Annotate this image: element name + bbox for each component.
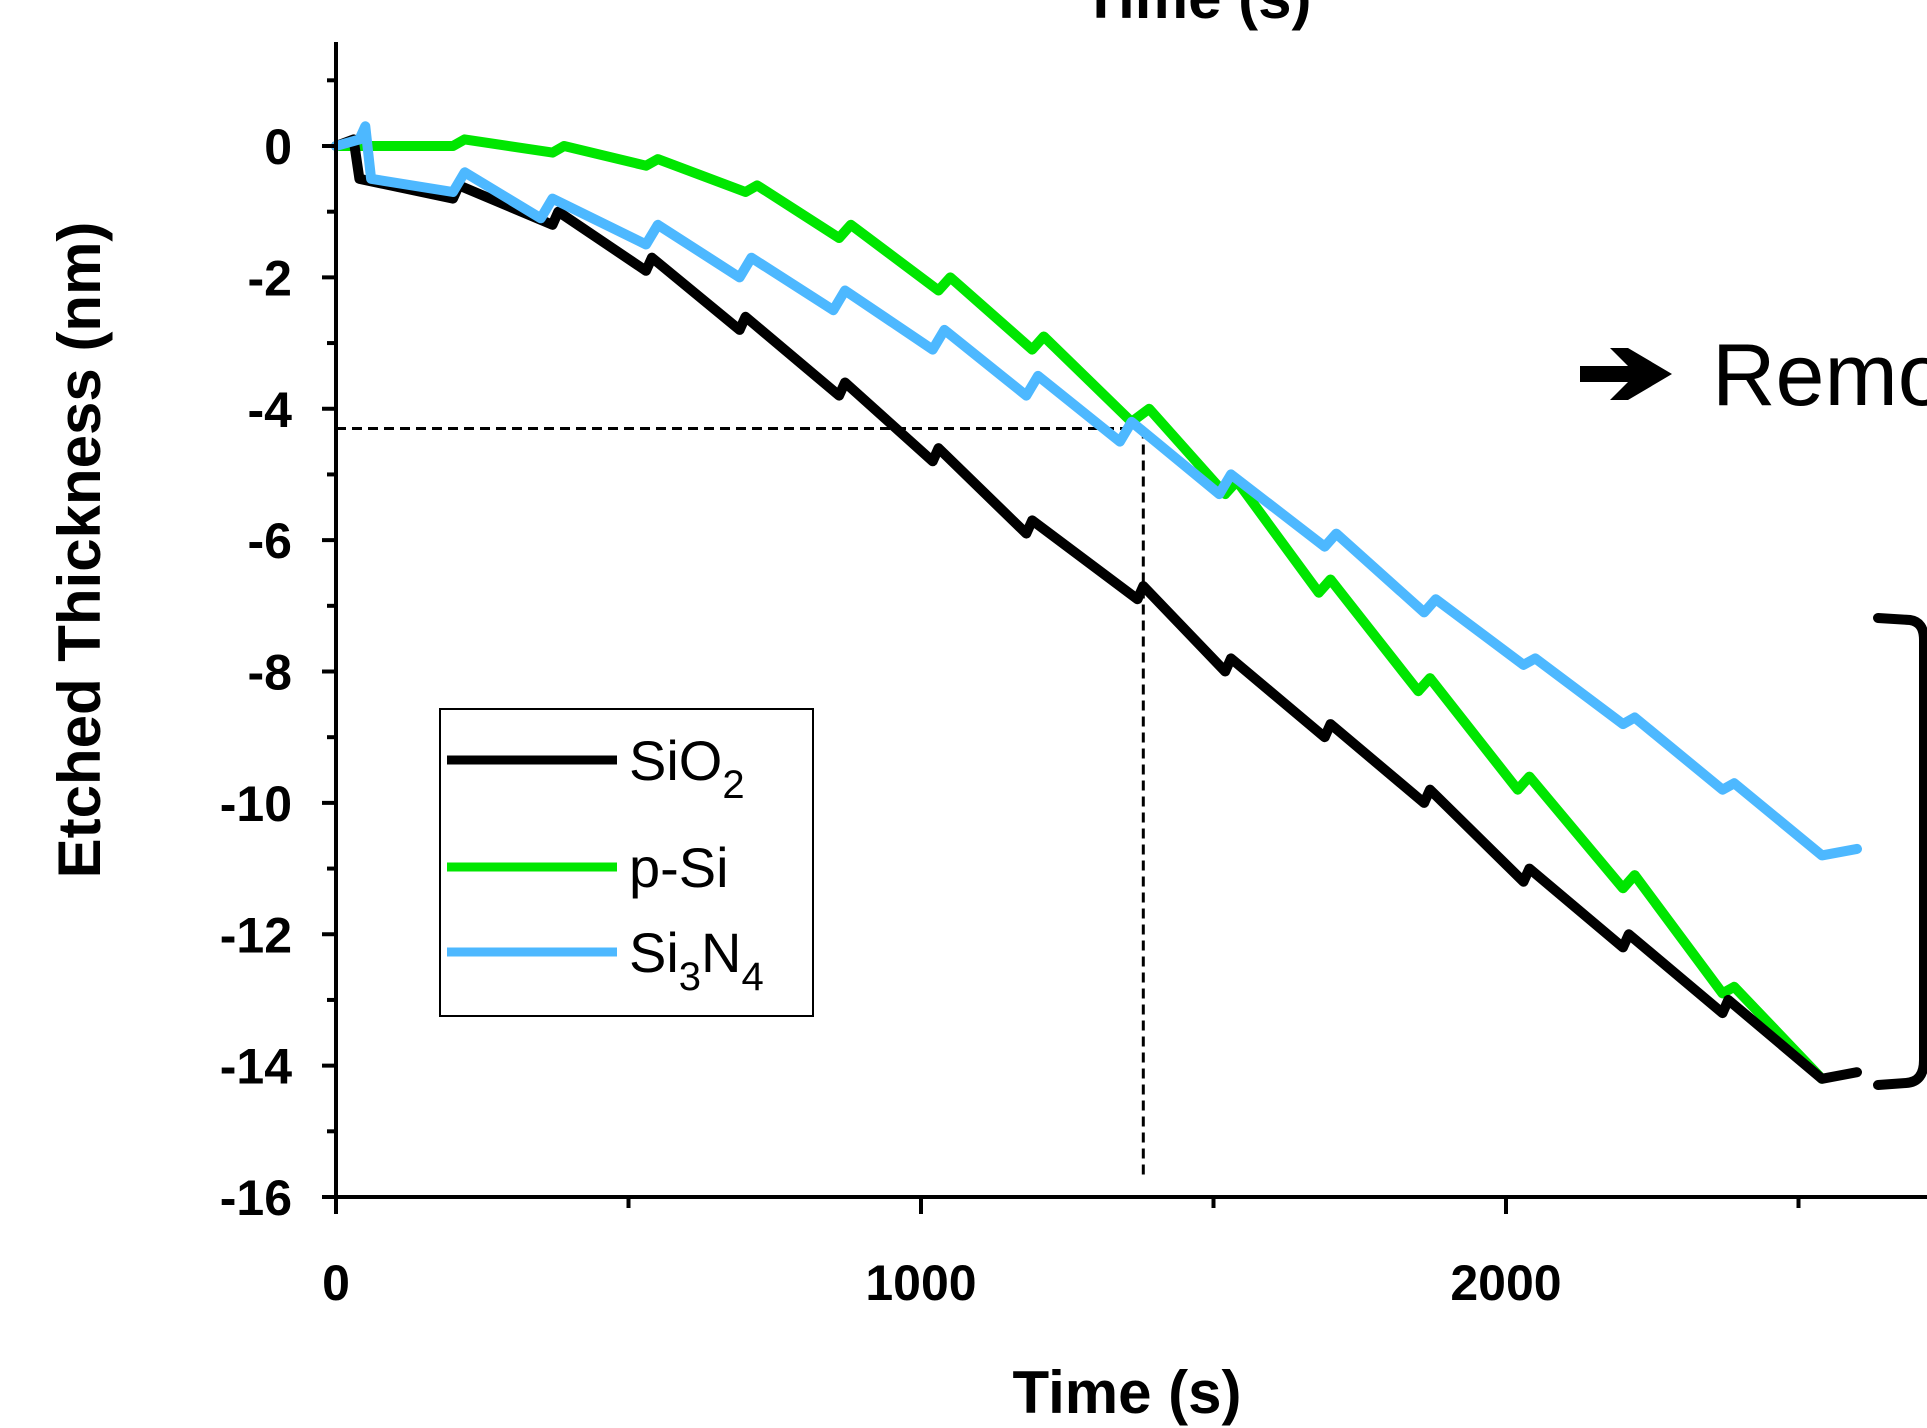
series-line-p-si bbox=[331, 134, 1827, 1084]
legend-label-psi: p-Si bbox=[629, 836, 729, 899]
x-ticks: 0 1000 2000 bbox=[322, 1197, 1801, 1311]
x-tick-label: 1000 bbox=[865, 1255, 976, 1311]
x-tick-label: 0 bbox=[322, 1255, 350, 1311]
y-tick-label: -6 bbox=[248, 513, 292, 569]
arrow-right-icon bbox=[1580, 348, 1672, 400]
y-tick-label: -12 bbox=[220, 907, 292, 963]
y-tick-label: -8 bbox=[248, 645, 292, 701]
y-tick-label: -4 bbox=[248, 382, 293, 438]
legend-label-sio2: SiO2 bbox=[629, 729, 745, 807]
y-tick-label: -16 bbox=[220, 1170, 292, 1226]
bracket-icon bbox=[1873, 613, 1927, 1090]
x-axis-title: Time (s) bbox=[1013, 1359, 1242, 1426]
series-layer bbox=[331, 121, 1862, 1084]
y-tick-label: -14 bbox=[220, 1039, 292, 1095]
guide-lines bbox=[336, 426, 1145, 1180]
y-ticks: 0 -2 -4 -6 -8 -10 -12 -14 -16 bbox=[220, 78, 336, 1226]
top-cut-title: Time (s) bbox=[1083, 0, 1312, 31]
annotation-text: Remo bbox=[1712, 325, 1927, 424]
legend-label-si3n4: Si3N4 bbox=[629, 921, 764, 999]
x-tick-label: 2000 bbox=[1450, 1255, 1561, 1311]
series-line-si3n4 bbox=[331, 121, 1862, 861]
y-tick-label: -2 bbox=[248, 250, 292, 306]
axes bbox=[334, 42, 1927, 1199]
y-tick-label: 0 bbox=[264, 119, 292, 175]
y-axis-title: Etched Thickness (nm) bbox=[46, 222, 113, 879]
annotation: Remo bbox=[1580, 325, 1927, 1090]
y-tick-label: -10 bbox=[220, 776, 292, 832]
legend: SiO2 p-Si Si3N4 bbox=[439, 708, 814, 1017]
series-line-sio2 bbox=[331, 134, 1862, 1084]
